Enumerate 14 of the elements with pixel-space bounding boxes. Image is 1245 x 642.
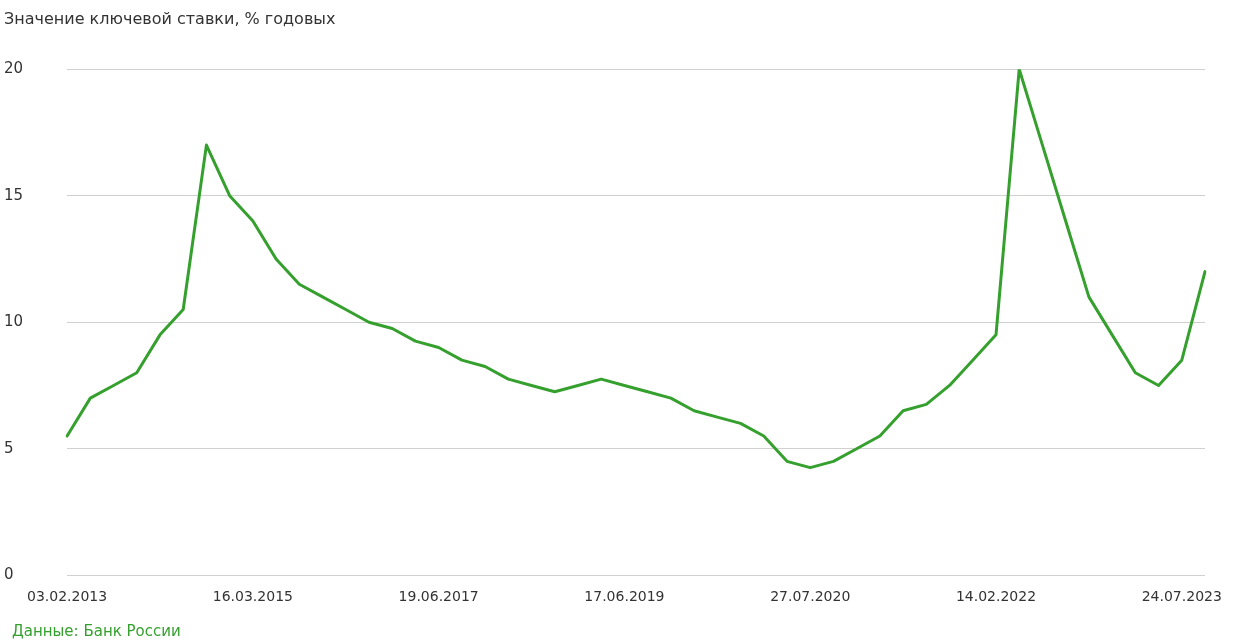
x-tick-label: 03.02.2013	[27, 588, 108, 605]
x-tick-label: 16.03.2015	[212, 588, 293, 605]
y-tick-label: 0	[4, 565, 14, 584]
chart-title: Значение ключевой ставки, % годовых	[4, 8, 336, 28]
y-tick-label: 15	[4, 185, 24, 204]
x-tick-label: 24.07.2023	[1141, 588, 1222, 605]
y-tick-label: 5	[4, 438, 14, 457]
x-tick-label: 19.06.2017	[398, 588, 479, 605]
x-tick-label: 17.06.2019	[584, 588, 665, 605]
x-tick-label: 27.07.2020	[770, 588, 851, 605]
text: Данные: Банк России	[12, 622, 181, 640]
y-tick-label: 20	[4, 59, 24, 78]
y-tick-label: 10	[4, 312, 24, 331]
x-tick-label: 14.02.2022	[955, 588, 1037, 605]
